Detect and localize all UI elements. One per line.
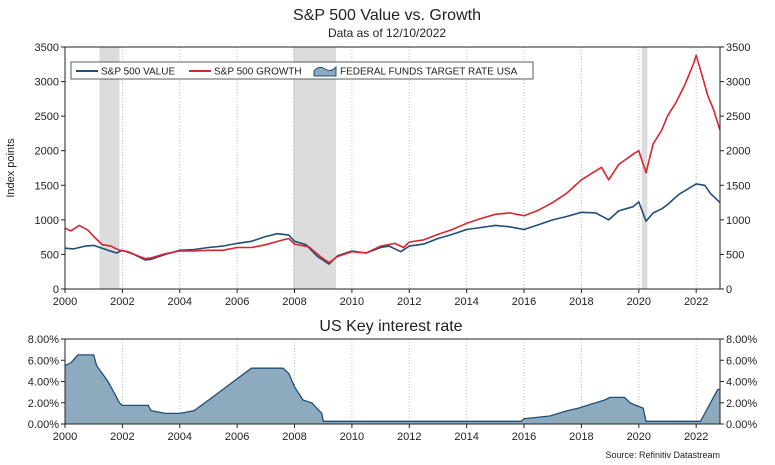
main-y-tick-label-left: 3000: [35, 77, 59, 89]
main-x-tick-label: 2014: [454, 296, 478, 308]
main-y-tick-label-right: 500: [726, 249, 744, 261]
main-x-tick-label: 2006: [225, 296, 249, 308]
main-shading-layer: [99, 47, 648, 289]
main-y-tick-label-left: 1500: [35, 180, 59, 192]
rate-y-tick-label-right: 4.00%: [726, 377, 757, 389]
rate-x-tick-label: 2010: [340, 431, 364, 443]
rate-axes-layer: 2000 2002 2004 2006 2008 2010 2012 2014 2016 2018…: [28, 334, 758, 443]
main-x-tick-label: 2008: [282, 296, 306, 308]
legend-label-fed-rate: FEDERAL FUNDS TARGET RATE USA: [340, 67, 518, 78]
main-x-tick-label: 2010: [340, 296, 364, 308]
rate-y-tick-label-left: 4.00%: [28, 377, 59, 389]
rate-grid-layer: [121, 339, 697, 424]
main-y-tick-label-right: 2500: [726, 111, 750, 123]
rate-x-tick-label: 2018: [569, 431, 593, 443]
main-y-tick-label-left: 0: [53, 284, 59, 296]
main-x-tick-label: 2000: [53, 296, 77, 308]
legend-label-value: S&P 500 VALUE: [101, 67, 175, 78]
series-line-growth: [64, 54, 721, 264]
main-y-tick-label-left: 500: [41, 249, 59, 261]
main-chart-subtitle: Data as of 12/10/2022: [328, 26, 446, 40]
main-chart-title: S&P 500 Value vs. Growth: [293, 7, 481, 24]
main-y-tick-label-left: 1000: [35, 215, 59, 227]
rate-x-tick-label: 2006: [225, 431, 249, 443]
legend: S&P 500 VALUE S&P 500 GROWTH FEDERAL FUN…: [70, 61, 534, 80]
rate-x-tick-label: 2008: [282, 431, 306, 443]
rate-y-tick-label-right: 8.00%: [726, 334, 757, 346]
rate-x-tick-label: 2020: [627, 431, 651, 443]
main-y-axis-label: Index points: [5, 138, 17, 198]
rate-y-tick-label-left: 8.00%: [28, 334, 59, 346]
main-y-tick-label-left: 3500: [35, 42, 59, 54]
main-x-tick-label: 2020: [627, 296, 651, 308]
fed-rate-area: [65, 354, 720, 424]
rate-x-tick-label: 2012: [397, 431, 421, 443]
rate-series-layer: [64, 354, 720, 424]
legend-swatch-fed-rate: [313, 65, 337, 77]
legend-label-growth: S&P 500 GROWTH: [214, 67, 302, 78]
main-series-layer: [64, 54, 721, 265]
recession-band-1: [293, 47, 337, 289]
main-x-tick-label: 2018: [569, 296, 593, 308]
main-y-tick-label-right: 3500: [726, 42, 750, 54]
main-y-tick-label-right: 2000: [726, 146, 750, 158]
main-x-tick-label: 2016: [512, 296, 536, 308]
main-y-tick-label-right: 1000: [726, 215, 750, 227]
rate-x-tick-label: 2014: [454, 431, 478, 443]
rate-x-tick-label: 2002: [110, 431, 134, 443]
main-x-tick-label: 2022: [684, 296, 708, 308]
rate-y-tick-label-right: 0.00%: [726, 419, 757, 431]
main-x-tick-label: 2012: [397, 296, 421, 308]
rate-x-tick-label: 2000: [53, 431, 77, 443]
main-x-tick-label: 2004: [168, 296, 192, 308]
main-y-tick-label-right: 0: [726, 284, 732, 296]
recession-band-0: [99, 47, 120, 289]
rate-y-tick-label-left: 6.00%: [28, 355, 59, 367]
main-axes-layer: 2000 2002 2004 2006 2008 2010 2012 2014 2016 2018…: [35, 42, 751, 308]
rate-x-tick-label: 2022: [684, 431, 708, 443]
main-y-tick-label-right: 1500: [726, 180, 750, 192]
rate-y-tick-label-right: 2.00%: [726, 398, 757, 410]
legend-box: [70, 61, 534, 80]
rate-y-tick-label-right: 6.00%: [726, 355, 757, 367]
series-line-value: [64, 183, 721, 265]
main-grid-layer: [121, 47, 697, 289]
main-y-tick-label-left: 2500: [35, 111, 59, 123]
main-y-tick-label-right: 3000: [726, 77, 750, 89]
fed-rate-line: [64, 354, 720, 422]
source-note: Source: Refinitiv Datastream: [605, 450, 720, 460]
rate-chart-title: US Key interest rate: [319, 318, 462, 335]
main-plot-frame: [64, 46, 721, 290]
rate-x-tick-label: 2016: [512, 431, 536, 443]
rate-y-tick-label-left: 2.00%: [28, 398, 59, 410]
main-y-tick-label-left: 2000: [35, 146, 59, 158]
rate-x-tick-label: 2004: [168, 431, 192, 443]
rate-y-tick-label-left: 0.00%: [28, 419, 59, 431]
main-x-tick-label: 2002: [110, 296, 134, 308]
